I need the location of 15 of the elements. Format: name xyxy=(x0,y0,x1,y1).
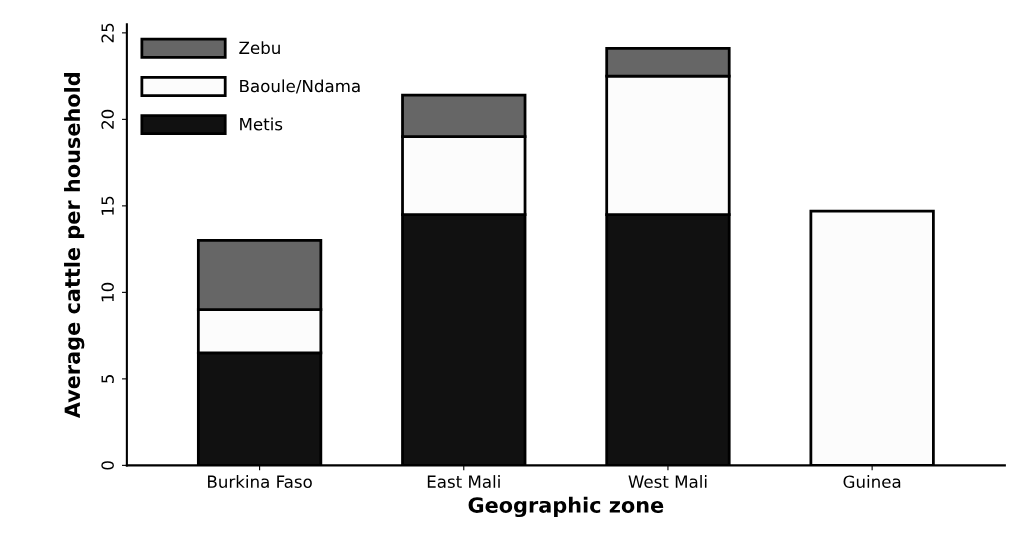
y-axis-title: Average cattle per household xyxy=(64,73,85,419)
y-tick-label: 20 xyxy=(101,109,114,129)
y-tick-label: 10 xyxy=(101,282,114,302)
y-tick-label: 0 xyxy=(101,461,114,470)
x-axis-title: Geographic zone xyxy=(468,496,664,518)
x-tick-label: Burkina Faso xyxy=(208,475,312,488)
y-tick-label: 25 xyxy=(101,23,114,43)
x-tick-label: East Mali xyxy=(427,475,500,488)
legend-label: Metis xyxy=(240,117,283,131)
legend-label: Baoule/Ndama xyxy=(240,79,360,94)
y-tick-label: 15 xyxy=(101,196,114,215)
legend-label: Zebu xyxy=(239,41,280,55)
y-tick-label: 5 xyxy=(101,375,114,383)
x-tick-label: Guinea xyxy=(843,475,901,488)
x-tick-label: West Mali xyxy=(628,475,707,488)
